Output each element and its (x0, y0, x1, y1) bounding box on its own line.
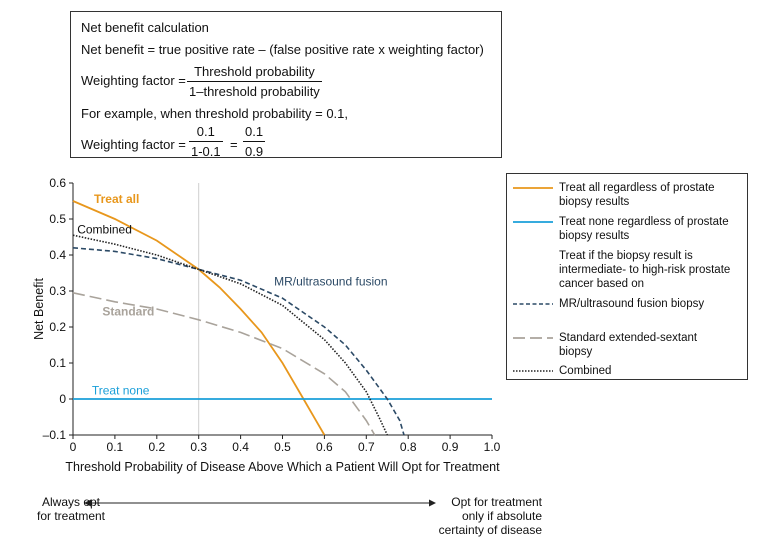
legend-label-standard: Standard extended-sextant biopsy (559, 332, 698, 358)
weighting-factor-fraction: Threshold probability 1–threshold probab… (187, 64, 322, 99)
example-fraction-2: 0.1 0.9 (243, 124, 266, 159)
curve-label: Standard (102, 304, 154, 318)
arrow-head-right (429, 499, 436, 507)
example-denominator-2: 0.9 (245, 144, 264, 159)
x-tick-label: 0.5 (274, 440, 291, 454)
y-tick-label: 0.5 (49, 212, 66, 226)
legend-swatch-treat-none (513, 221, 553, 223)
opt-certainty-label: Opt for treatment only if absolute certa… (438, 495, 542, 537)
legend: Treat all regardless of prostate biopsy … (506, 173, 748, 380)
y-tick-label: 0 (59, 392, 66, 406)
x-tick-label: 0.1 (107, 440, 124, 454)
y-axis-label: Net Benefit (32, 278, 46, 340)
y-tick-label: 0.6 (49, 176, 66, 190)
legend-swatch-combined (513, 370, 553, 372)
series-line-mr-ultrasound-fusion (72, 247, 405, 436)
legend-swatch-standard (513, 337, 553, 339)
curve-label: Treat all (94, 192, 139, 206)
example-fraction-1: 0.1 1-0.1 (189, 124, 223, 159)
net-benefit-formula-box: Net benefit calculation Net benefit = tr… (70, 11, 502, 159)
annotations: Treat all Combined Standard MR/ultrasound f… (77, 192, 387, 398)
axes: 0 0.1 0.2 0.3 0.4 0.5 0.6 0.7 0.8 0.9 1.0 0.6 0.5 0.4… (32, 176, 501, 474)
x-tick-label: 0.2 (148, 440, 165, 454)
curve-label: Treat none (92, 384, 150, 398)
legend-header: Treat if the biopsy result is intermedia… (559, 250, 731, 290)
series-line-combined (72, 234, 389, 436)
series-line-standard (72, 292, 376, 436)
example-text: For example, when threshold probability … (81, 106, 349, 121)
y-tick-label: 0.3 (49, 284, 66, 298)
probability-arrow (84, 499, 436, 507)
legend-item-combined: Combined (513, 364, 611, 378)
legend-swatch-fusion (513, 303, 553, 305)
x-tick-label: 0.8 (400, 440, 417, 454)
x-tick-label: 0.7 (358, 440, 375, 454)
legend-item-standard: Standard extended-sextant biopsy (513, 331, 709, 359)
weighting-factor-numerator: Threshold probability (187, 64, 322, 82)
legend-label-combined: Combined (559, 365, 612, 377)
series-lines (72, 200, 492, 436)
example-numerator-1: 0.1 (189, 124, 223, 142)
legend-label-fusion: MR/ultrasound fusion biopsy (559, 298, 705, 310)
always-opt-label: Always opt for treatment (36, 495, 106, 523)
legend-swatch-treat-all (513, 187, 553, 189)
curve-label: MR/ultrasound fusion (274, 275, 387, 289)
weighting-factor-denominator: 1–threshold probability (189, 84, 320, 99)
x-axis-label: Threshold Probability of Disease Above W… (65, 460, 500, 474)
example-weighting-label: Weighting factor = (81, 137, 186, 152)
formula-title: Net benefit calculation (81, 20, 209, 35)
y-tick-label: 0.1 (49, 356, 66, 370)
x-tick-label: 0.9 (442, 440, 459, 454)
arrow-head-left (84, 499, 91, 507)
legend-item-fusion: MR/ultrasound fusion biopsy (513, 297, 709, 311)
series-line-treat-all (72, 200, 326, 436)
legend-label-treat-none: Treat none regardless of prostate biopsy… (559, 216, 729, 242)
x-tick-label: 0.4 (232, 440, 249, 454)
example-denominator-1: 1-0.1 (191, 144, 221, 159)
y-tick-label: 0.4 (49, 248, 66, 262)
x-tick-label: 0.3 (190, 440, 207, 454)
weighting-factor-label: Weighting factor = (81, 73, 186, 88)
legend-item-treat-none: Treat none regardless of prostate biopsy… (513, 215, 735, 243)
net-benefit-equation: Net benefit = true positive rate – (fals… (81, 42, 484, 57)
example-numerator-2: 0.1 (243, 124, 266, 142)
y-tick-label: 0.2 (49, 320, 66, 334)
curve-label: Combined (77, 222, 132, 236)
legend-item-treat-all: Treat all regardless of prostate biopsy … (513, 181, 735, 209)
y-tick-label: –0.1 (43, 428, 67, 442)
x-tick-label: 1.0 (484, 440, 501, 454)
example-equals: = (230, 137, 238, 152)
x-tick-label: 0.6 (316, 440, 333, 454)
legend-label-treat-all: Treat all regardless of prostate biopsy … (559, 182, 715, 208)
x-tick-label: 0 (70, 440, 77, 454)
